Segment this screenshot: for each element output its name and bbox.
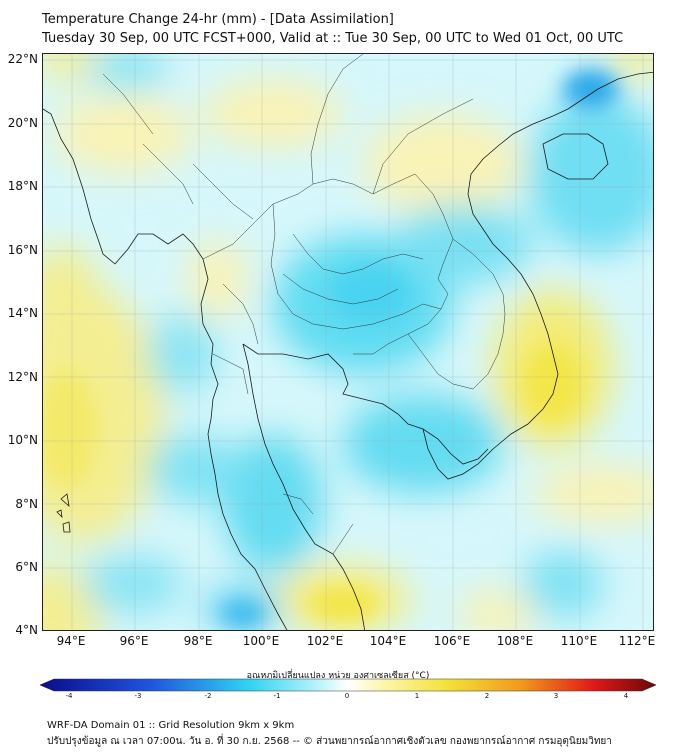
lat-label: 10°N <box>7 433 38 447</box>
colorbar-tick: 4 <box>623 692 629 700</box>
lat-label: 8°N <box>15 497 38 511</box>
lat-label: 18°N <box>7 179 38 193</box>
map-panel <box>42 53 654 631</box>
colorbar-tick: -3 <box>134 692 142 700</box>
lon-label: 104°E <box>369 634 407 648</box>
lat-label: 6°N <box>15 560 38 574</box>
map-subtitle: Tuesday 30 Sep, 00 UTC FCST+000, Valid a… <box>42 31 624 46</box>
colorbar-title: อุณหภูมิเปลี่ยนแปลง หน่วย องศาเซลเซียส (… <box>246 671 430 681</box>
colorbar-tick: 3 <box>553 692 559 700</box>
lon-label: 98°E <box>183 634 213 648</box>
lat-label: 12°N <box>7 370 38 384</box>
lon-label: 96°E <box>119 634 149 648</box>
lon-label: 110°E <box>560 634 598 648</box>
lat-label: 20°N <box>7 116 38 130</box>
lon-label: 108°E <box>496 634 534 648</box>
colorbar-tick: 0 <box>344 692 350 700</box>
footer-credit: ปรับปรุงข้อมูล ณ เวลา 07:00น. วัน อ. ที่… <box>47 736 612 747</box>
colorbar <box>40 678 656 692</box>
temperature-change-map <box>43 54 653 630</box>
lon-label: 100°E <box>242 634 280 648</box>
lat-label: 4°N <box>15 623 38 637</box>
temperature-field-cores <box>43 69 619 626</box>
admin-borders <box>102 54 506 555</box>
footer-domain-info: WRF-DA Domain 01 :: Grid Resolution 9km … <box>47 720 295 731</box>
lat-label: 16°N <box>7 243 38 257</box>
lon-label: 112°E <box>618 634 656 648</box>
colorbar-tick: -1 <box>273 692 281 700</box>
colorbar-tick: -4 <box>65 692 73 700</box>
lon-label: 94°E <box>56 634 86 648</box>
temperature-field <box>43 54 653 630</box>
colorbar-tick: -2 <box>204 692 212 700</box>
colorbar-tick: 1 <box>414 692 420 700</box>
coastlines <box>43 71 653 630</box>
map-title: Temperature Change 24-hr (mm) - [Data As… <box>42 12 394 27</box>
graticule <box>43 54 653 630</box>
lat-label: 14°N <box>7 306 38 320</box>
lat-label: 22°N <box>7 52 38 66</box>
colorbar-tick: 2 <box>484 692 490 700</box>
lon-label: 106°E <box>433 634 471 648</box>
lon-label: 102°E <box>306 634 344 648</box>
